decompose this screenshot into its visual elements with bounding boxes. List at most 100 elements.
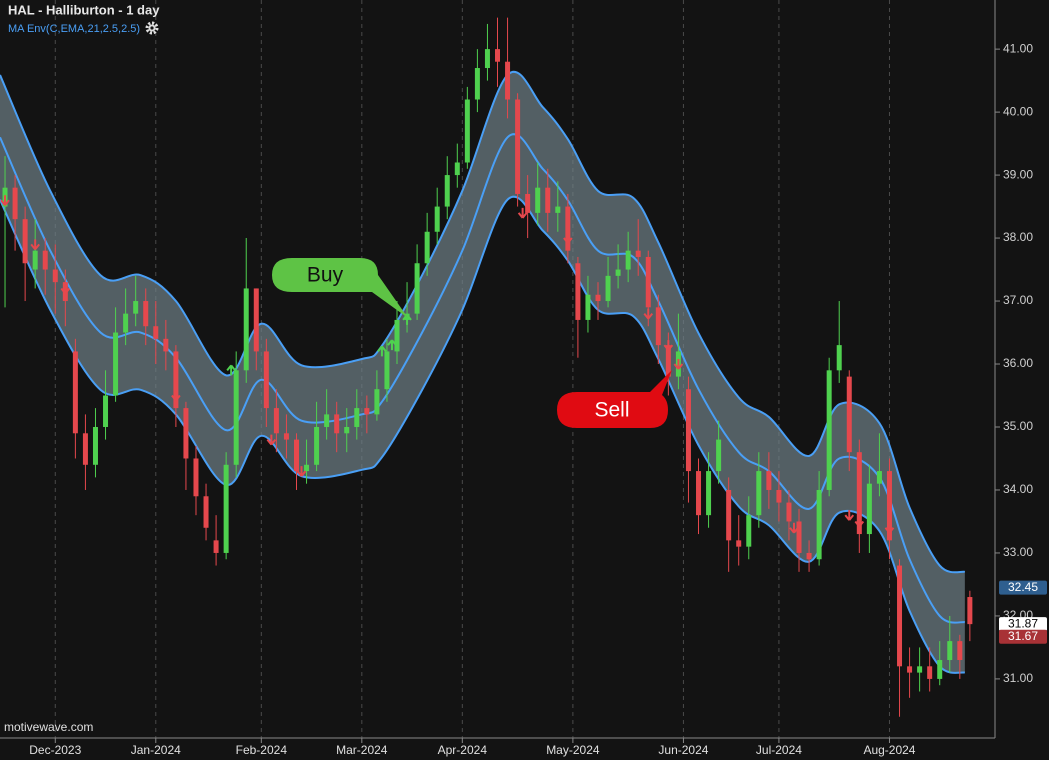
- candle-body: [72, 351, 78, 434]
- buy-arrow: [226, 364, 236, 376]
- candle-body: [32, 250, 38, 270]
- candle-body: [836, 345, 842, 371]
- candle-body: [685, 389, 691, 472]
- sell-arrow: [0, 195, 10, 206]
- y-tick-label: 38.00: [1003, 230, 1033, 244]
- gear-hole: [150, 26, 154, 30]
- x-tick-label: Dec-2023: [29, 743, 81, 757]
- indicator-label: MA Env(C,EMA,21,2.5,2.5): [8, 23, 140, 35]
- candle-body: [183, 408, 189, 459]
- candle-body: [816, 489, 822, 560]
- candle-body: [354, 408, 360, 427]
- candle-body: [163, 338, 169, 352]
- candle-body: [525, 193, 531, 213]
- candle-body: [42, 250, 48, 270]
- price-label: 31.67: [1008, 629, 1038, 643]
- candle-body: [82, 433, 88, 465]
- candle-body: [565, 206, 571, 251]
- sell-callout: Sell: [557, 370, 672, 428]
- settings-icon[interactable]: [145, 21, 159, 35]
- sell-arrow: [296, 466, 307, 477]
- candle-body: [575, 263, 581, 320]
- y-tick-label: 33.00: [1003, 545, 1033, 559]
- candle-body: [263, 351, 269, 409]
- candle-body: [897, 565, 903, 667]
- y-tick-label: 39.00: [1003, 167, 1033, 181]
- callout-shape: [272, 258, 408, 318]
- sell-arrow: [844, 510, 855, 521]
- candle-body: [103, 395, 109, 427]
- candle-body: [625, 250, 631, 270]
- candle-body: [92, 426, 98, 465]
- candle-body: [665, 345, 671, 377]
- candle-body: [123, 313, 129, 333]
- candle-body: [716, 439, 722, 472]
- candle-body: [726, 489, 732, 541]
- candle-body: [746, 515, 752, 547]
- sell-arrow: [171, 390, 181, 402]
- candle-body: [143, 301, 149, 327]
- candle-body: [917, 666, 923, 673]
- candle-body: [806, 552, 812, 560]
- candle-body: [756, 471, 762, 516]
- candle-body: [605, 275, 611, 302]
- candle-body: [886, 471, 892, 541]
- candle-body: [374, 389, 380, 415]
- y-tick-label: 37.00: [1003, 293, 1033, 307]
- candle-body: [826, 370, 832, 490]
- candle-body: [364, 408, 370, 415]
- candle-body: [454, 162, 460, 176]
- y-tick-label: 36.00: [1003, 356, 1033, 370]
- candle-body: [545, 187, 551, 213]
- candle-body: [635, 250, 641, 257]
- candle-body: [555, 206, 561, 213]
- candle-body: [846, 376, 852, 453]
- candle-body: [766, 471, 772, 490]
- candle-body: [113, 332, 119, 396]
- candle-body: [515, 99, 521, 194]
- candle-body: [22, 219, 28, 264]
- buy-callout: Buy: [272, 258, 408, 318]
- x-tick-label: Jul-2024: [756, 743, 802, 757]
- candle-body: [293, 439, 299, 472]
- candle-body: [304, 464, 310, 472]
- candle-body: [927, 666, 933, 679]
- candle-body: [876, 471, 882, 484]
- candle-body: [786, 502, 792, 522]
- band-fill: [0, 71, 965, 673]
- candle-body: [253, 288, 259, 352]
- candle-body: [464, 99, 470, 163]
- candle-body: [203, 496, 209, 528]
- band-lower: [0, 195, 966, 674]
- candle-body: [243, 288, 249, 371]
- sell-arrow: [884, 522, 895, 534]
- candle-body: [856, 452, 862, 535]
- price-label-box: [999, 617, 1047, 632]
- candle-body: [937, 660, 943, 679]
- axes: 31.0032.0033.0034.0035.0036.0037.0038.00…: [29, 41, 1047, 757]
- candle-body: [334, 414, 340, 434]
- y-tick-label: 41.00: [1003, 41, 1033, 55]
- candle-body: [796, 521, 802, 553]
- price-label-box: [999, 629, 1047, 644]
- candle-body: [193, 458, 199, 497]
- candle-body: [706, 471, 712, 516]
- callout-text: Buy: [307, 264, 344, 287]
- candle-body: [957, 641, 963, 661]
- price-label-box: [999, 580, 1047, 595]
- x-tick-label: Jun-2024: [658, 743, 708, 757]
- price-label: 31.87: [1008, 616, 1038, 630]
- buy-arrow: [377, 345, 387, 357]
- buy-arrow: [387, 339, 397, 351]
- candle-body: [213, 540, 219, 553]
- candle-body: [424, 231, 430, 264]
- candle-body: [324, 414, 330, 427]
- candle-body: [414, 263, 420, 314]
- candle-body: [344, 426, 350, 434]
- candle-body: [474, 68, 480, 100]
- x-tick-label: Aug-2024: [863, 743, 915, 757]
- candle-body: [434, 206, 440, 232]
- candle-body: [967, 597, 973, 625]
- x-tick-label: May-2024: [546, 743, 600, 757]
- sell-arrow: [643, 308, 654, 320]
